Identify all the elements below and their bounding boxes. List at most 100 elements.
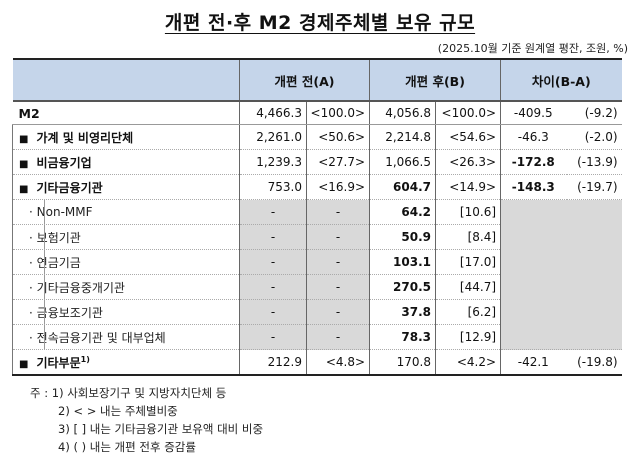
table-row-other-sector: ■ 기타부문1) 212.9 <4.8> 170.8 <4.2> -42.1 (-…	[12, 349, 622, 376]
value-b: 4,056.8	[369, 101, 436, 125]
table-row-sub-auxiliary: · 금융보조기관 - - 37.8 [6.2]	[12, 299, 622, 325]
share-b: <4.2>	[435, 349, 501, 376]
table-row-sub-pension: · 연금기금 - - 103.1 [17.0]	[12, 249, 622, 275]
value-b: 1,066.5	[369, 149, 436, 175]
unit-note: (2025.10월 기준 원계열 평잔, 조원, %)	[437, 42, 628, 55]
share-b: [10.6]	[435, 199, 501, 225]
row-label: · 금융보조기관	[12, 299, 240, 325]
value-b: 170.8	[369, 349, 436, 376]
share-a: -	[305, 274, 370, 300]
dot-bullet-icon: ·	[29, 305, 33, 320]
square-bullet-icon: ■	[19, 158, 29, 170]
row-label: · Non-MMF	[12, 199, 240, 225]
footnote-marker: 1)	[80, 354, 90, 364]
value-b: 37.8	[369, 299, 436, 325]
value-b: 50.9	[369, 224, 436, 250]
footnote-4: 4) ( ) 내는 개편 전후 증감률	[58, 440, 196, 454]
share-b: <14.9>	[435, 174, 501, 200]
row-label: · 전속금융기관 및 대부업체	[12, 324, 240, 350]
diff-value: -409.5	[500, 101, 567, 125]
value-a: 2,261.0	[239, 124, 307, 150]
header-label-col	[12, 58, 240, 102]
dot-bullet-icon: ·	[29, 255, 33, 270]
dot-bullet-icon: ·	[29, 280, 33, 295]
share-a: <50.6>	[305, 124, 370, 150]
share-a: -	[305, 224, 370, 250]
value-a: -	[239, 299, 307, 325]
row-label: ■ 비금융기업	[12, 149, 240, 175]
footnote-3: 3) [ ] 내는 기타금융기관 보유액 대비 비중	[58, 422, 264, 436]
table-row-nonfinancial: ■ 비금융기업 1,239.3 <27.7> 1,066.5 <26.3> -17…	[12, 149, 622, 175]
share-a: -	[305, 299, 370, 325]
dot-bullet-icon: ·	[29, 205, 33, 219]
share-b: [8.4]	[435, 224, 501, 250]
table-row-household: ■ 가계 및 비영리단체 2,261.0 <50.6> 2,214.8 <54.6…	[12, 124, 622, 150]
share-a: -	[305, 249, 370, 275]
table-row-sub-insurance: · 보험기관 - - 50.9 [8.4]	[12, 224, 622, 250]
share-a: <100.0>	[305, 101, 370, 125]
table-row-sub-nonmmf: · Non-MMF - - 64.2 [10.6]	[12, 199, 622, 350]
row-label: M2	[12, 101, 240, 125]
share-b: <26.3>	[435, 149, 501, 175]
value-a: -	[239, 249, 307, 275]
row-label: ■ 기타금융기관	[12, 174, 240, 200]
value-a: 212.9	[239, 349, 307, 376]
square-bullet-icon: ■	[19, 183, 29, 195]
value-a: 1,239.3	[239, 149, 307, 175]
share-b: [44.7]	[435, 274, 501, 300]
diff-value: -172.8	[500, 149, 567, 175]
diff-rate: (-9.2)	[566, 101, 622, 125]
diff-rate: (-19.8)	[566, 349, 622, 376]
page-title: 개편 전·후 M2 경제주체별 보유 규모	[164, 12, 476, 34]
diff-rate: (-13.9)	[566, 149, 622, 175]
value-a: 753.0	[239, 174, 307, 200]
value-a: -	[239, 274, 307, 300]
square-bullet-icon: ■	[19, 358, 29, 370]
square-bullet-icon: ■	[19, 133, 29, 145]
value-a: 4,466.3	[239, 101, 307, 125]
share-b: [17.0]	[435, 249, 501, 275]
m2-holdings-table: 개편 전(A) 개편 후(B) 차이(B-A) M2 4,466.3 <100.…	[12, 58, 622, 376]
share-a: <27.7>	[305, 149, 370, 175]
row-label: · 연금기금	[12, 249, 240, 275]
diff-value: -42.1	[500, 349, 567, 376]
table-row-m2: M2 4,466.3 <100.0> 4,056.8 <100.0> -409.…	[12, 101, 622, 125]
diff-rate: (-19.7)	[566, 174, 622, 200]
value-a: -	[239, 324, 307, 350]
share-b: <100.0>	[435, 101, 501, 125]
value-b: 103.1	[369, 249, 436, 275]
dot-bullet-icon: ·	[29, 330, 33, 345]
share-a: -	[305, 324, 370, 350]
row-label: · 기타금융중개기관	[12, 274, 240, 300]
header-row: 개편 전(A) 개편 후(B) 차이(B-A)	[12, 58, 622, 102]
footnote-2: 2) < > 내는 주체별비중	[58, 404, 178, 418]
row-label: · 보험기관	[12, 224, 240, 250]
table-row-sub-captive: · 전속금융기관 및 대부업체 - - 78.3 [12.9]	[12, 324, 622, 350]
table-row-other-financial: ■ 기타금융기관 753.0 <16.9> 604.7 <14.9> -148.3…	[12, 174, 622, 200]
row-label: ■ 기타부문1)	[12, 349, 240, 376]
value-b: 2,214.8	[369, 124, 436, 150]
header-before: 개편 전(A)	[238, 58, 370, 102]
share-b: [6.2]	[435, 299, 501, 325]
value-b: 64.2	[369, 199, 436, 225]
diff-value: -46.3	[500, 124, 567, 150]
diff-empty-gray	[500, 199, 622, 350]
table-row-sub-other-intermediary: · 기타금융중개기관 - - 270.5 [44.7]	[12, 274, 622, 300]
dot-bullet-icon: ·	[29, 230, 33, 245]
value-b: 78.3	[369, 324, 436, 350]
share-a: -	[305, 199, 370, 225]
share-a: <16.9>	[305, 174, 370, 200]
share-b: [12.9]	[435, 324, 501, 350]
row-label: ■ 가계 및 비영리단체	[12, 124, 240, 150]
value-b: 270.5	[369, 274, 436, 300]
value-a: -	[239, 224, 307, 250]
diff-value: -148.3	[500, 174, 567, 200]
share-a: <4.8>	[305, 349, 370, 376]
value-b: 604.7	[369, 174, 436, 200]
share-b: <54.6>	[435, 124, 501, 150]
value-a: -	[239, 199, 307, 225]
header-diff: 차이(B-A)	[500, 58, 622, 102]
header-after: 개편 후(B)	[369, 58, 501, 102]
footnote-1: 주 : 1) 사회보장기구 및 지방자치단체 등	[30, 386, 227, 400]
diff-rate: (-2.0)	[566, 124, 622, 150]
